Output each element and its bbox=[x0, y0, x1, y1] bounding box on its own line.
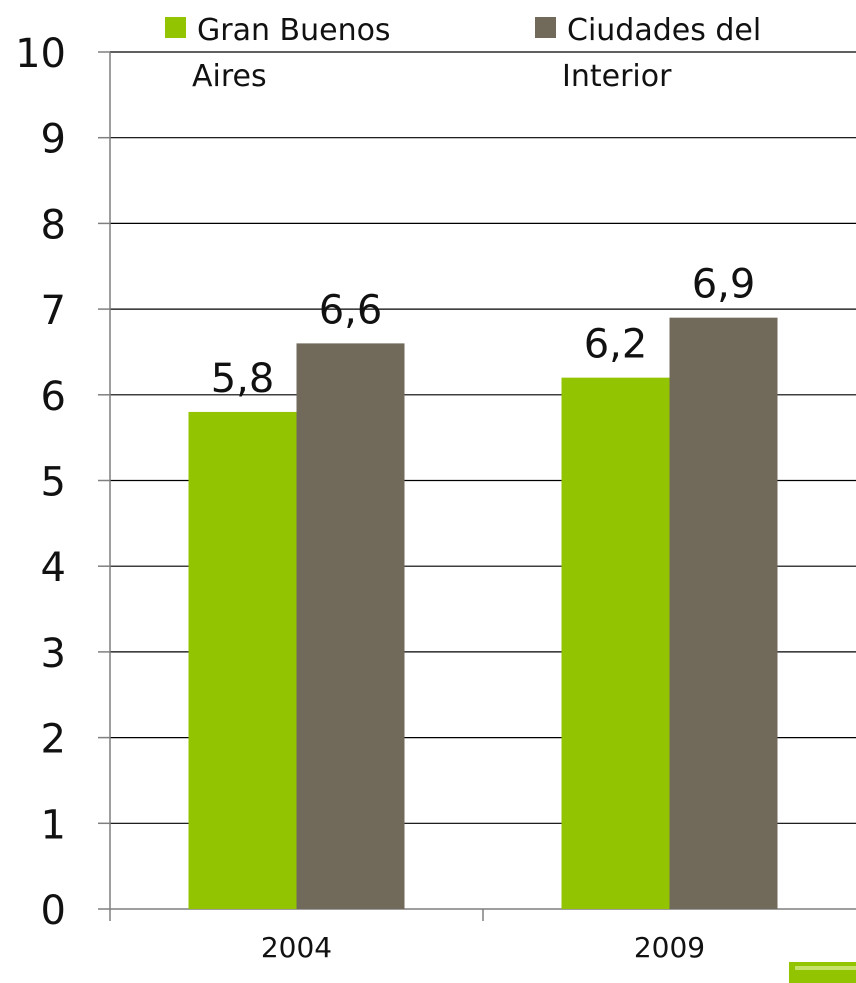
data-label: 6,6 bbox=[319, 287, 383, 333]
x-category-label: 2009 bbox=[634, 931, 705, 964]
y-tick-label: 1 bbox=[41, 802, 66, 848]
legend-label: Ciudades del bbox=[567, 13, 761, 48]
bar-2004-series-0 bbox=[188, 411, 297, 909]
data-label: 6,2 bbox=[584, 322, 648, 368]
decorations bbox=[789, 962, 856, 983]
bar-2009-series-1 bbox=[669, 317, 778, 909]
data-label: 5,8 bbox=[211, 356, 275, 402]
axes: 0 1 2 3 4 5 6 7 8 9 10 bbox=[15, 31, 856, 934]
y-tick-label: 3 bbox=[41, 631, 66, 677]
legend-label: Gran Buenos bbox=[197, 13, 391, 48]
y-tick-label: 4 bbox=[41, 545, 66, 591]
y-tick-label: 2 bbox=[41, 717, 66, 763]
bar-2004-series-1 bbox=[296, 343, 405, 909]
data-label: 6,9 bbox=[692, 262, 756, 308]
y-tick-label: 5 bbox=[41, 460, 66, 506]
y-tick-label: 0 bbox=[41, 888, 66, 934]
legend: Gran Buenos Aires Ciudades del Interior bbox=[165, 13, 761, 94]
y-tick-label: 10 bbox=[15, 31, 66, 77]
legend-swatch-0 bbox=[165, 17, 186, 38]
legend-label: Interior bbox=[562, 59, 672, 94]
corner-decoration-highlight bbox=[795, 966, 856, 970]
x-category-label: 2004 bbox=[261, 931, 332, 964]
y-tick-label: 7 bbox=[41, 288, 66, 334]
bars bbox=[188, 317, 778, 909]
corner-decoration bbox=[789, 962, 856, 983]
data-labels: 2004 5,8 6,6 2009 6,2 6,9 bbox=[211, 262, 756, 964]
bar-2009-series-0 bbox=[561, 377, 670, 909]
legend-label: Aires bbox=[192, 59, 267, 94]
legend-swatch-1 bbox=[535, 17, 556, 38]
y-tick-label: 6 bbox=[41, 374, 66, 420]
y-tick-label: 9 bbox=[41, 117, 66, 163]
y-tick-label: 8 bbox=[41, 202, 66, 248]
